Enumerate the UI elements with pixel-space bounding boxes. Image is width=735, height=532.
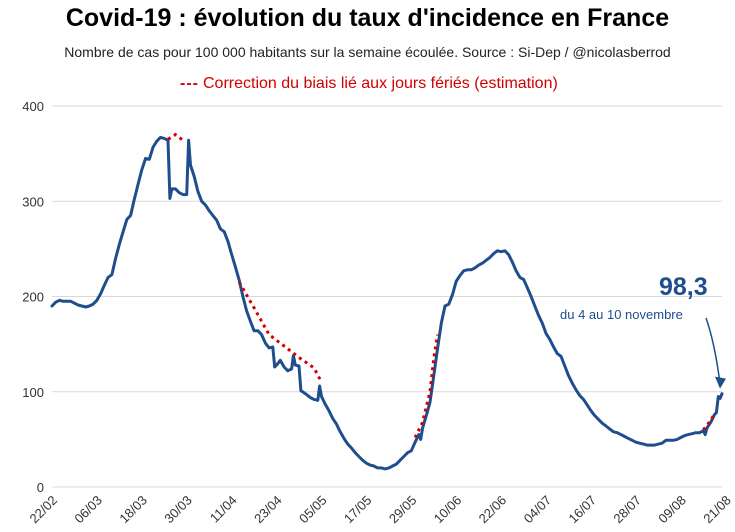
y-tick-label-200: 200: [22, 290, 44, 305]
callout-arrow-head: [715, 376, 726, 389]
series-incidence-line: [50, 135, 724, 471]
y-tick-label-300: 300: [22, 194, 44, 209]
correction-dashed-line-2: [237, 281, 323, 383]
x-tick-label-23-04: 23/04: [251, 493, 285, 527]
x-tick-label-28-07: 28/07: [610, 493, 644, 527]
x-tick-label-17-05: 17/05: [341, 493, 375, 527]
x-tick-label-21-08: 21/08: [700, 493, 734, 527]
y-tick-label-100: 100: [22, 385, 44, 400]
x-tick-label-09-08: 09/08: [655, 493, 689, 527]
latest-value-callout: 98,3: [659, 273, 708, 301]
legend: --- Correction du biais lié aux jours fér…: [180, 75, 558, 93]
correction-dashed-line-1: [167, 132, 184, 142]
y-tick-label-400: 400: [22, 99, 44, 114]
callout-arrow-line: [705, 317, 721, 384]
x-tick-label-22-02: 22/02: [27, 493, 61, 527]
x-tick-label-04-07: 04/07: [521, 493, 555, 527]
correction-dashed-line-3: [413, 334, 439, 439]
x-tick-label-16-07: 16/07: [565, 493, 599, 527]
y-tick-label-0: 0: [37, 480, 44, 495]
x-tick-label-10-06: 10/06: [431, 493, 465, 527]
x-tick-label-29-05: 29/05: [386, 493, 420, 527]
chart-title: Covid-19 : évolution du taux d'incidence…: [65, 4, 670, 32]
legend-dash-swatch: ---: [180, 75, 199, 92]
legend-label: Correction du biais lié aux jours fériés…: [202, 75, 558, 92]
x-tick-label-06-03: 06/03: [71, 493, 105, 527]
x-tick-label-22-06: 22/06: [476, 493, 510, 527]
x-tick-label-11-04: 11/04: [207, 493, 240, 526]
x-tick-label-18-03: 18/03: [116, 493, 150, 527]
x-tick-label-05-05: 05/05: [296, 493, 330, 527]
chart-subtitle: Nombre de cas pour 100 000 habitants sur…: [64, 44, 671, 60]
x-tick-label-30-03: 30/03: [161, 493, 195, 527]
latest-period-note: du 4 au 10 novembre: [560, 307, 683, 322]
